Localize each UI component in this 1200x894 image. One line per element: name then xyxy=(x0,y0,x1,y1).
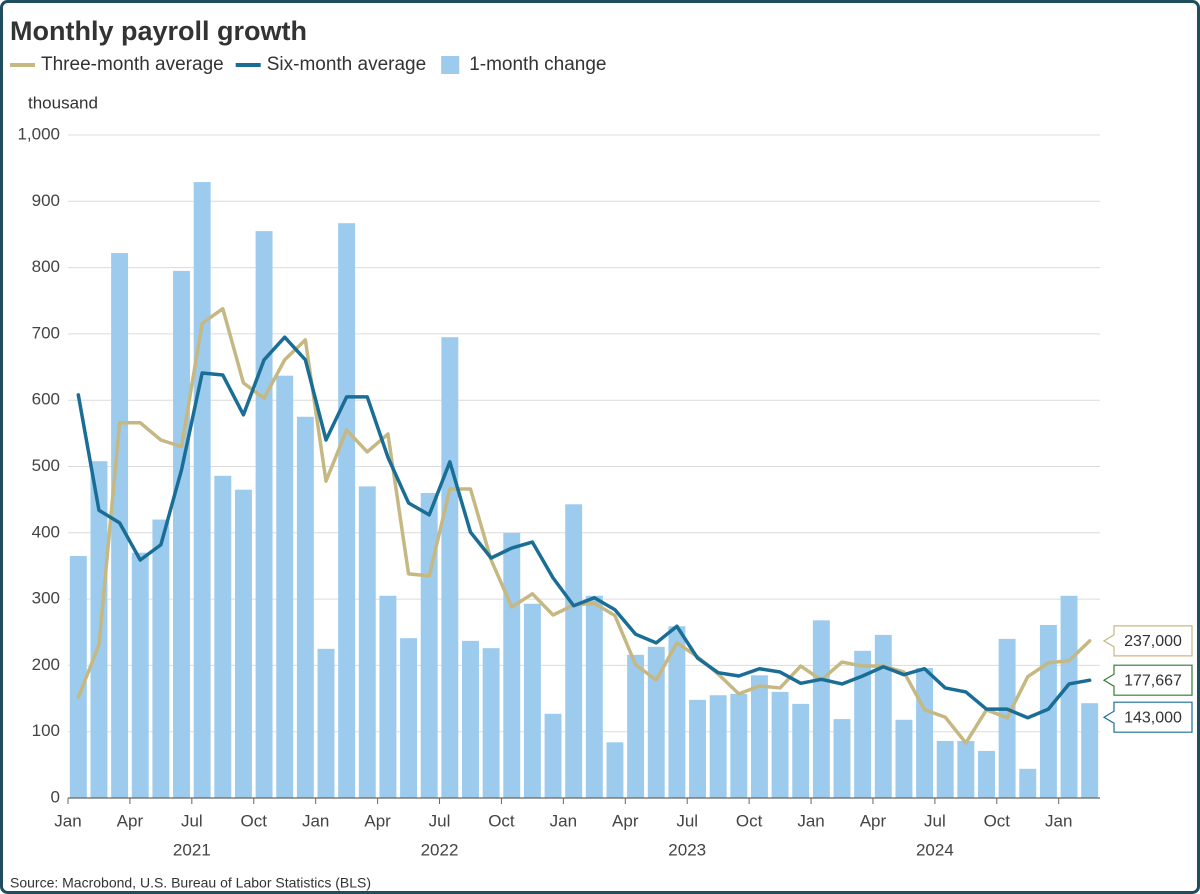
bar xyxy=(771,691,789,798)
bar xyxy=(276,375,294,798)
x-tick-label: Jul xyxy=(676,811,698,830)
bar xyxy=(565,504,583,798)
x-year-label: 2024 xyxy=(916,840,954,859)
bar xyxy=(709,695,727,798)
bar xyxy=(895,719,913,798)
bar xyxy=(689,699,706,798)
y-tick-label: 0 xyxy=(51,787,60,806)
bar xyxy=(338,223,356,798)
legend-swatch xyxy=(441,56,460,74)
bar xyxy=(296,416,314,798)
bar xyxy=(523,603,541,798)
bar xyxy=(462,640,479,798)
end-label-box xyxy=(1102,664,1193,696)
bar xyxy=(627,654,645,798)
legend-label: 1-month change xyxy=(469,54,606,75)
bar xyxy=(812,620,830,798)
bar xyxy=(131,552,149,798)
x-tick-label: Jul xyxy=(181,811,203,830)
end-label: 143,000 xyxy=(1124,709,1182,726)
x-tick-label: Apr xyxy=(364,811,391,830)
bar xyxy=(874,634,892,798)
y-tick-label: 800 xyxy=(32,257,60,276)
source: Source: Macrobond, U.S. Bureau of Labor … xyxy=(10,875,371,891)
bar xyxy=(1081,703,1099,798)
x-tick-label: Jan xyxy=(1045,811,1072,830)
x-tick-label: Jan xyxy=(550,811,577,830)
x-tick-label: Jan xyxy=(54,811,81,830)
bar xyxy=(1019,768,1037,798)
legend-label: Three-month average xyxy=(41,54,224,75)
bar xyxy=(936,740,954,798)
bar xyxy=(916,668,934,798)
bar xyxy=(234,489,252,798)
y-tick-label: 300 xyxy=(32,589,60,608)
bar xyxy=(978,750,995,798)
y-tick-label: 1,000 xyxy=(17,124,60,143)
bar xyxy=(792,703,810,798)
end-label-box xyxy=(1102,625,1193,657)
line-series xyxy=(76,306,1092,745)
legend-label: Six-month average xyxy=(267,54,426,75)
bar xyxy=(193,182,211,798)
bar xyxy=(420,493,438,798)
x-tick-label: Apr xyxy=(117,811,144,830)
y-unit: thousand xyxy=(28,93,98,112)
y-tick-label: 500 xyxy=(32,456,60,475)
bar xyxy=(750,675,768,798)
x-tick-label: Jan xyxy=(797,811,824,830)
end-label: 177,667 xyxy=(1124,672,1182,689)
x-tick-label: Oct xyxy=(488,811,515,830)
y-tick-label: 200 xyxy=(32,655,60,674)
bar xyxy=(957,740,975,798)
bar xyxy=(1039,624,1057,798)
x-year-label: 2023 xyxy=(668,840,706,859)
end-label: 237,000 xyxy=(1124,633,1182,650)
bar xyxy=(173,270,190,798)
bar xyxy=(544,713,562,798)
bar xyxy=(358,486,376,798)
bar xyxy=(647,646,665,798)
x-tick-label: Jan xyxy=(302,811,329,830)
bar xyxy=(152,519,170,798)
bar xyxy=(482,648,500,798)
x-tick-label: Oct xyxy=(241,811,268,830)
bar xyxy=(606,742,624,798)
y-tick-label: 600 xyxy=(32,390,60,409)
bar xyxy=(1060,595,1078,798)
bar xyxy=(668,626,686,798)
bar xyxy=(379,595,397,798)
x-tick-label: Oct xyxy=(984,811,1011,830)
bar xyxy=(69,556,87,798)
chart-title: Monthly payroll growth xyxy=(10,16,307,46)
x-tick-label: Jul xyxy=(924,811,946,830)
bar xyxy=(400,638,418,798)
bar xyxy=(255,231,273,798)
line-series xyxy=(76,335,1092,720)
bar xyxy=(317,648,335,798)
bar xyxy=(833,719,851,798)
end-label-box xyxy=(1102,701,1193,733)
bar xyxy=(214,475,232,798)
y-tick-label: 700 xyxy=(32,323,60,342)
bar xyxy=(854,650,872,798)
bar xyxy=(503,532,521,798)
x-tick-label: Oct xyxy=(736,811,763,830)
y-tick-label: 100 xyxy=(32,721,60,740)
y-tick-label: 900 xyxy=(32,191,60,210)
y-tick-label: 400 xyxy=(32,522,60,541)
legend: Three-month average Six-month average 1-mo… xyxy=(10,54,607,75)
bar xyxy=(730,693,748,798)
x-tick-label: Apr xyxy=(612,811,639,830)
x-year-label: 2021 xyxy=(173,840,211,859)
x-tick-label: Jul xyxy=(429,811,451,830)
x-tick-label: Apr xyxy=(860,811,887,830)
bar xyxy=(585,595,603,798)
bar xyxy=(441,337,459,798)
x-year-label: 2022 xyxy=(421,840,459,859)
